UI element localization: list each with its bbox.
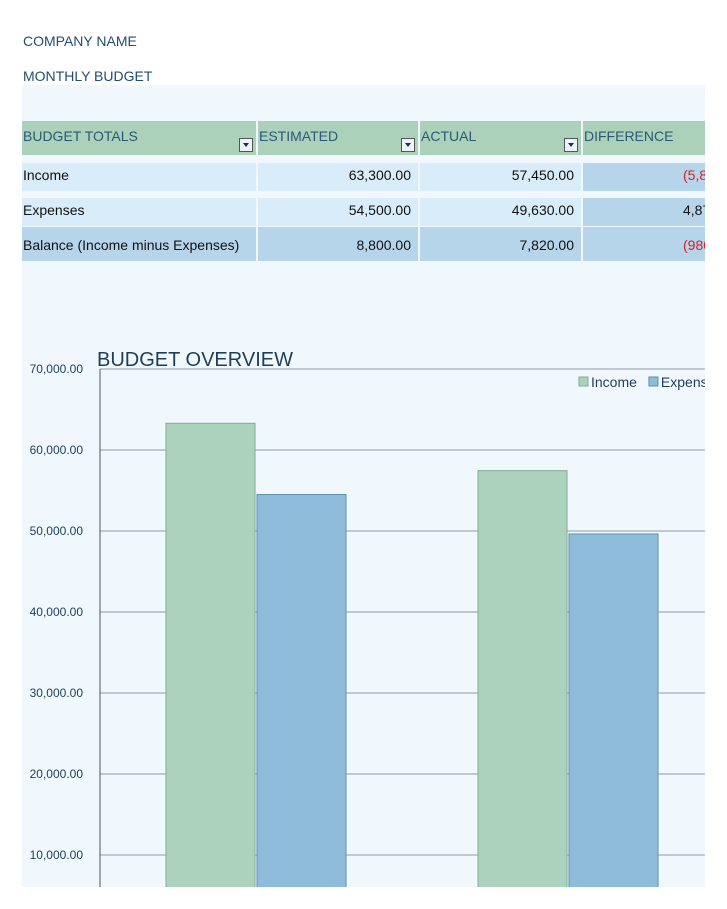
chart-area: BUDGET OVERVIEW Income Expenses <box>97 349 722 887</box>
table-cell: 8,800.00 <box>258 227 418 261</box>
table-cell: 49,630.00 <box>420 198 581 226</box>
bar <box>568 533 659 887</box>
table-cell: (980.00) <box>583 227 705 261</box>
column-header: BUDGET TOTALS <box>22 121 256 155</box>
column-header: ACTUAL <box>420 121 581 155</box>
table-cell: Income <box>22 163 256 191</box>
column-header: ESTIMATED <box>258 121 418 155</box>
y-tick-label: 20,000.00 <box>30 767 84 781</box>
table-cell: 4,870.00 <box>583 198 705 226</box>
header-text: ACTUAL <box>421 128 477 144</box>
table-cell: (5,850.00) <box>583 163 705 191</box>
filter-button[interactable] <box>564 138 578 152</box>
column-header: DIFFERENCE <box>583 121 705 155</box>
bar <box>165 422 256 887</box>
legend-swatch <box>648 376 659 387</box>
filter-button[interactable] <box>239 138 253 152</box>
legend-label: Expenses <box>661 374 722 390</box>
y-tick-label: 70,000.00 <box>30 362 84 376</box>
table-cell: 7,820.00 <box>420 227 581 261</box>
table-cell: Balance (Income minus Expenses) <box>22 227 256 261</box>
y-tick-label: 60,000.00 <box>30 443 84 457</box>
table-cell: 57,450.00 <box>420 163 581 191</box>
y-tick-label: 30,000.00 <box>30 686 84 700</box>
legend-label: Income <box>591 374 637 390</box>
chart-title: BUDGET OVERVIEW <box>97 349 293 371</box>
header-text: BUDGET TOTALS <box>23 128 138 144</box>
y-tick-label: 10,000.00 <box>30 848 84 862</box>
bar <box>256 494 347 887</box>
header-row: BUDGET TOTALS ESTIMATED ACTUAL DIFFERENCE <box>22 121 705 155</box>
legend-swatch <box>578 376 589 387</box>
header-text: ESTIMATED <box>259 128 339 144</box>
company-name: COMPANY NAME <box>23 33 137 49</box>
y-tick-label: 50,000.00 <box>30 524 84 538</box>
bar <box>477 470 568 887</box>
filter-button[interactable] <box>401 138 415 152</box>
header-text: DIFFERENCE <box>584 128 674 144</box>
sheet-title: MONTHLY BUDGET <box>23 68 153 84</box>
table-cell: 63,300.00 <box>258 163 418 191</box>
y-tick-label: 40,000.00 <box>30 605 84 619</box>
table-cell: Expenses <box>22 198 256 226</box>
table-cell: 54,500.00 <box>258 198 418 226</box>
table-row: Balance (Income minus Expenses) 8,800.00 7… <box>22 227 705 261</box>
